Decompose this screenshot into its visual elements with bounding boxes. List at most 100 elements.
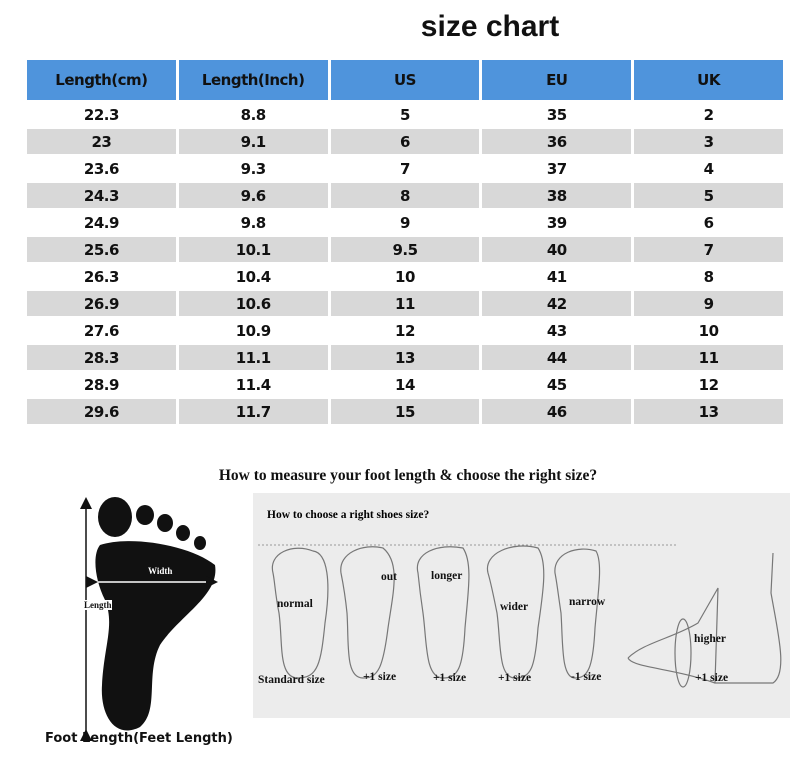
foot-out-label: out	[381, 571, 397, 583]
cell-us: 8	[330, 183, 480, 208]
table-header: Length(cm) Length(Inch) US EU UK	[27, 60, 783, 100]
cell-us: 7	[400, 159, 410, 178]
cell-cm: 23.6	[83, 159, 120, 178]
feet-outlines-icon	[258, 544, 782, 688]
foot-normal-label: normal	[277, 598, 313, 610]
cell-uk: 7	[634, 237, 783, 262]
cell-cm: 22.3	[83, 105, 120, 124]
foot-silhouette-icon	[80, 497, 218, 741]
table-row: 26.9 10.6 11 42 9	[27, 291, 783, 318]
table-row: 26.3 10.4 10 41 8	[27, 264, 783, 291]
cell-eu: 46	[482, 399, 632, 424]
cell-cm: 28.3	[27, 345, 176, 370]
cell-uk: 2	[703, 105, 714, 124]
header-uk: UK	[634, 60, 783, 100]
cell-us: 14	[395, 375, 415, 394]
choose-heading: How to choose a right shoes size?	[267, 509, 430, 521]
table-row: 24.9 9.8 9 39 6	[27, 210, 783, 237]
cell-us: 5	[400, 105, 410, 124]
cell-cm: 28.9	[83, 375, 120, 394]
size-table: Length(cm) Length(Inch) US EU UK 22.3 8.8…	[27, 60, 783, 426]
cell-cm: 26.3	[83, 267, 120, 286]
cell-uk: 9	[634, 291, 783, 316]
cell-us: 9	[400, 213, 410, 232]
cell-inch: 9.6	[178, 183, 328, 208]
cell-cm: 24.9	[83, 213, 120, 232]
cell-inch: 8.8	[240, 105, 267, 124]
foot-narrow-label: narrow	[569, 596, 606, 608]
cell-cm: 25.6	[27, 237, 176, 262]
cell-eu: 44	[482, 345, 632, 370]
cell-us: 11	[330, 291, 480, 316]
cell-uk: 5	[634, 183, 783, 208]
cell-eu: 40	[482, 237, 632, 262]
foot-higher-label: higher	[694, 633, 726, 645]
header-cm: Length(cm)	[27, 60, 176, 100]
cell-uk: 10	[698, 321, 719, 340]
cell-inch: 9.1	[178, 129, 328, 154]
cell-cm: 23	[27, 129, 176, 154]
cell-uk: 8	[703, 267, 714, 286]
cell-inch: 10.1	[178, 237, 328, 262]
size-narrow: -1 size	[571, 671, 602, 683]
table-row: 25.6 10.1 9.5 40 7	[27, 237, 783, 264]
length-label: Length	[84, 600, 112, 610]
cell-inch: 11.1	[178, 345, 328, 370]
cell-cm: 24.3	[27, 183, 176, 208]
cell-us: 12	[395, 321, 415, 340]
table-row: 27.6 10.9 12 43 10	[27, 318, 783, 345]
table-row: 23 9.1 6 36 3	[27, 129, 783, 156]
size-wider: +1 size	[498, 672, 532, 684]
cell-us: 13	[330, 345, 480, 370]
choose-size-panel: How to choose a right shoes size? normal…	[253, 493, 790, 718]
cell-eu: 45	[546, 375, 567, 394]
cell-uk: 12	[698, 375, 719, 394]
measure-heading: How to measure your foot length & choose…	[218, 467, 598, 484]
table-row: 22.3 8.8 5 35 2	[27, 102, 783, 129]
foot-caption: Foot Length(Feet Length)	[45, 731, 233, 746]
cell-eu: 38	[482, 183, 632, 208]
cell-eu: 36	[482, 129, 632, 154]
cell-inch: 9.8	[240, 213, 267, 232]
cell-cm: 29.6	[27, 399, 176, 424]
page-title: size chart	[420, 10, 560, 43]
cell-inch: 11.7	[178, 399, 328, 424]
cell-eu: 42	[482, 291, 632, 316]
cell-inch: 9.3	[240, 159, 267, 178]
size-standard: Standard size	[258, 674, 325, 686]
cell-uk: 6	[703, 213, 714, 232]
cell-eu: 37	[546, 159, 567, 178]
cell-inch: 11.4	[235, 375, 272, 394]
table-row: 28.9 11.4 14 45 12	[27, 372, 783, 399]
cell-uk: 3	[634, 129, 783, 154]
table-row: 24.3 9.6 8 38 5	[27, 183, 783, 210]
cell-uk: 11	[634, 345, 783, 370]
cell-inch: 10.9	[235, 321, 272, 340]
size-out: +1 size	[363, 671, 397, 683]
foot-longer-label: longer	[431, 570, 463, 582]
cell-eu: 41	[546, 267, 567, 286]
cell-cm: 27.6	[83, 321, 120, 340]
header-inch: Length(Inch)	[178, 60, 328, 100]
cell-inch: 10.4	[235, 267, 272, 286]
cell-cm: 26.9	[27, 291, 176, 316]
size-higher: +1 size	[695, 672, 729, 684]
cell-inch: 10.6	[178, 291, 328, 316]
size-longer: +1 size	[433, 672, 467, 684]
cell-eu: 35	[546, 105, 567, 124]
header-eu: EU	[482, 60, 632, 100]
cell-us: 9.5	[330, 237, 480, 262]
cell-us: 15	[330, 399, 480, 424]
header-us: US	[330, 60, 480, 100]
cell-us: 6	[330, 129, 480, 154]
table-row: 23.6 9.3 7 37 4	[27, 156, 783, 183]
foot-wider-label: wider	[500, 601, 529, 613]
cell-eu: 39	[546, 213, 567, 232]
table-row: 28.3 11.1 13 44 11	[27, 345, 783, 372]
cell-eu: 43	[546, 321, 567, 340]
width-label: Width	[148, 566, 173, 576]
cell-us: 10	[395, 267, 415, 286]
cell-uk: 13	[634, 399, 783, 424]
table-row: 29.6 11.7 15 46 13	[27, 399, 783, 426]
cell-uk: 4	[703, 159, 714, 178]
